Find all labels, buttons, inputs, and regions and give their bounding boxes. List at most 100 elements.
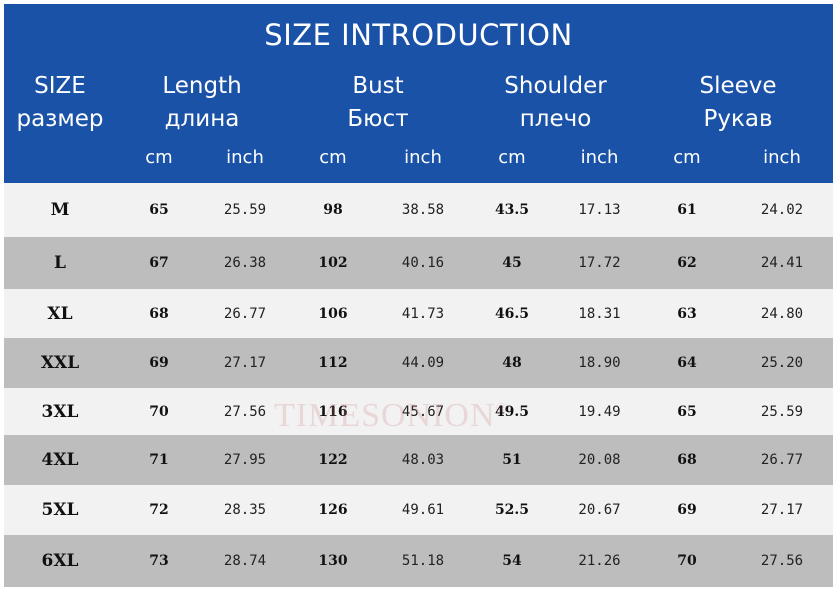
cell-shoulder-inch: 20.08 xyxy=(578,452,621,468)
cell-sleeve-cm: 70 xyxy=(677,553,697,569)
column-header-label-ru: Рукав xyxy=(703,106,773,132)
cell-sleeve-inch: 27.17 xyxy=(760,502,804,518)
table-row: 5XL 72 28.35 126 49.61 52.5 20.67 69 27.17 xyxy=(4,485,833,535)
cell-bust-cm: 122 xyxy=(318,452,348,468)
cell-size: L xyxy=(54,253,66,273)
cell-sleeve-inch: 24.41 xyxy=(760,255,804,271)
column-header-label-ru: Бюст xyxy=(347,106,409,132)
table-row: XL 68 26.77 106 41.73 46.5 18.31 63 24.80 xyxy=(4,289,833,338)
cell-sleeve-cm: 64 xyxy=(677,355,697,371)
unit-cm-sleeve: cm xyxy=(673,147,701,168)
cell-size: 3XL xyxy=(41,401,79,422)
cell-sleeve-cm: 68 xyxy=(677,452,697,468)
cell-length-cm: 70 xyxy=(149,403,169,420)
cell-length-inch: 26.77 xyxy=(223,305,267,322)
table-row: XXL 69 27.17 112 44.09 48 18.90 64 25.20 xyxy=(4,338,833,388)
table-row: 4XL 71 27.95 122 48.03 51 20.08 68 26.77 xyxy=(4,435,833,485)
cell-shoulder-inch: 17.72 xyxy=(578,255,621,271)
cell-size: XL xyxy=(47,303,73,324)
cell-size: 6XL xyxy=(41,551,79,571)
cell-shoulder-cm: 51 xyxy=(502,452,522,468)
cell-bust-cm: 126 xyxy=(318,502,348,518)
table-row: 6XL 73 28.74 130 51.18 54 21.26 70 27.56 xyxy=(4,535,833,587)
cell-sleeve-inch: 25.59 xyxy=(760,403,804,420)
cell-length-inch: 27.95 xyxy=(223,452,267,468)
cell-shoulder-inch: 21.26 xyxy=(578,553,621,569)
cell-length-cm: 68 xyxy=(149,305,169,322)
cell-size: M xyxy=(50,200,70,220)
column-header-sleeve: Sleeve Рукав xyxy=(643,70,833,136)
table-header: SIZE INTRODUCTION SIZE размер Length дли… xyxy=(4,4,833,183)
cell-shoulder-inch: 18.90 xyxy=(578,355,621,371)
table-row: 3XL 70 27.56 116 45.67 49.5 19.49 65 25.59 xyxy=(4,388,833,435)
cell-bust-cm: 116 xyxy=(318,403,348,420)
table-row: M 65 25.59 98 38.58 43.5 17.13 61 24.02 xyxy=(4,183,833,237)
column-header-label-ru: плечо xyxy=(519,106,592,132)
cell-shoulder-cm: 49.5 xyxy=(494,403,530,420)
column-header-label-ru: длина xyxy=(164,106,240,132)
cell-length-inch: 26.38 xyxy=(223,255,267,271)
column-header-shoulder: Shoulder плечо xyxy=(468,70,643,136)
size-chart: SIZE INTRODUCTION SIZE размер Length дли… xyxy=(4,4,833,587)
unit-inch-sleeve: inch xyxy=(763,147,801,168)
cell-sleeve-inch: 26.77 xyxy=(760,452,804,468)
cell-shoulder-inch: 19.49 xyxy=(578,403,621,420)
cell-bust-cm: 130 xyxy=(318,553,348,569)
cell-size: 4XL xyxy=(41,450,79,470)
cell-length-inch: 28.74 xyxy=(223,553,267,569)
unit-cm-shoulder: cm xyxy=(498,147,526,168)
cell-length-inch: 28.35 xyxy=(223,502,267,518)
cell-shoulder-cm: 52.5 xyxy=(494,502,530,518)
cell-bust-cm: 106 xyxy=(318,305,348,322)
cell-sleeve-cm: 69 xyxy=(677,502,697,518)
cell-length-inch: 27.17 xyxy=(223,355,267,371)
cell-sleeve-inch: 24.80 xyxy=(760,305,804,322)
cell-length-cm: 67 xyxy=(149,255,169,271)
table-row: L 67 26.38 102 40.16 45 17.72 62 24.41 xyxy=(4,237,833,289)
column-header-length: Length длина xyxy=(116,70,288,136)
cell-sleeve-cm: 62 xyxy=(677,255,697,271)
cell-bust-inch: 51.18 xyxy=(401,553,445,569)
cell-shoulder-cm: 46.5 xyxy=(494,305,530,322)
cell-bust-cm: 112 xyxy=(318,355,348,371)
column-header-bust: Bust Бюст xyxy=(288,70,468,136)
cell-length-cm: 69 xyxy=(149,355,169,371)
cell-sleeve-cm: 61 xyxy=(677,202,697,218)
cell-bust-inch: 45.67 xyxy=(401,403,445,420)
cell-shoulder-cm: 43.5 xyxy=(494,202,530,218)
cell-length-inch: 25.59 xyxy=(223,202,267,218)
cell-sleeve-inch: 24.02 xyxy=(760,202,804,218)
unit-inch-length: inch xyxy=(226,147,264,168)
cell-length-cm: 73 xyxy=(149,553,169,569)
column-header-label: Sleeve xyxy=(699,73,777,99)
cell-shoulder-inch: 18.31 xyxy=(578,305,621,322)
unit-cm-length: cm xyxy=(145,147,173,168)
cell-bust-cm: 98 xyxy=(323,202,343,218)
column-header-label: SIZE xyxy=(34,73,86,99)
cell-length-inch: 27.56 xyxy=(223,403,267,420)
column-header-label: Bust xyxy=(352,73,404,99)
cell-length-cm: 65 xyxy=(149,202,169,218)
column-header-label: Length xyxy=(162,73,242,99)
column-header-size: SIZE размер xyxy=(4,70,116,136)
column-header-label-ru: размер xyxy=(16,106,104,132)
cell-length-cm: 71 xyxy=(149,452,169,468)
cell-shoulder-cm: 54 xyxy=(502,553,522,569)
cell-sleeve-inch: 25.20 xyxy=(760,355,804,371)
cell-bust-inch: 49.61 xyxy=(401,502,445,518)
cell-bust-inch: 40.16 xyxy=(401,255,445,271)
cell-shoulder-cm: 48 xyxy=(502,355,522,371)
column-header-label: Shoulder xyxy=(504,73,607,99)
cell-sleeve-cm: 65 xyxy=(677,403,697,420)
cell-bust-inch: 38.58 xyxy=(401,202,445,218)
cell-shoulder-cm: 45 xyxy=(502,255,522,271)
unit-inch-bust: inch xyxy=(404,147,442,168)
cell-bust-inch: 41.73 xyxy=(401,305,445,322)
cell-size: XXL xyxy=(40,353,80,373)
cell-bust-inch: 48.03 xyxy=(401,452,445,468)
cell-bust-inch: 44.09 xyxy=(401,355,445,371)
cell-sleeve-cm: 63 xyxy=(677,305,697,322)
cell-shoulder-inch: 17.13 xyxy=(578,202,621,218)
unit-inch-shoulder: inch xyxy=(580,147,619,168)
cell-shoulder-inch: 20.67 xyxy=(578,502,621,518)
